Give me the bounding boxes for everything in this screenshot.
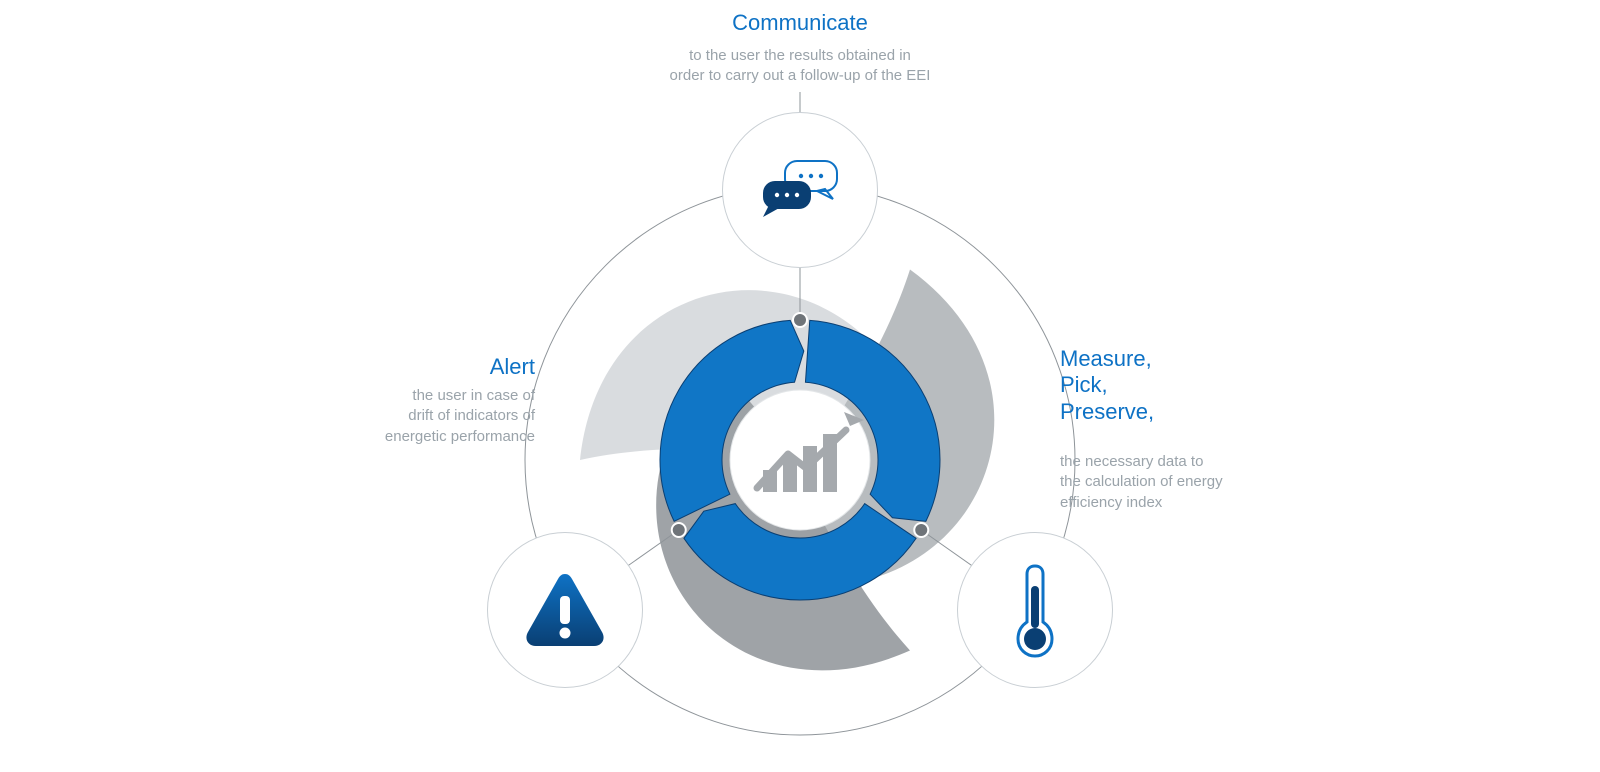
alert-node: [487, 532, 643, 688]
measure-desc: the necessary data to the calculation of…: [1060, 452, 1280, 513]
alert-title: Alert: [350, 354, 535, 380]
warning-triangle-icon: [522, 570, 608, 650]
measure-node: [957, 532, 1113, 688]
chat-bubbles-icon: [755, 155, 845, 225]
communicate-title: Communicate: [0, 10, 1600, 36]
communicate-node: [722, 112, 878, 268]
measure-title: Measure, Pick, Preserve,: [1060, 346, 1280, 425]
alert-desc: the user in case of drift of indicators …: [350, 386, 535, 447]
communicate-desc: to the user the results obtained in orde…: [0, 46, 1600, 87]
thermometer-icon: [1010, 560, 1060, 660]
infographic-stage: Communicate to the user the results obta…: [0, 0, 1600, 772]
